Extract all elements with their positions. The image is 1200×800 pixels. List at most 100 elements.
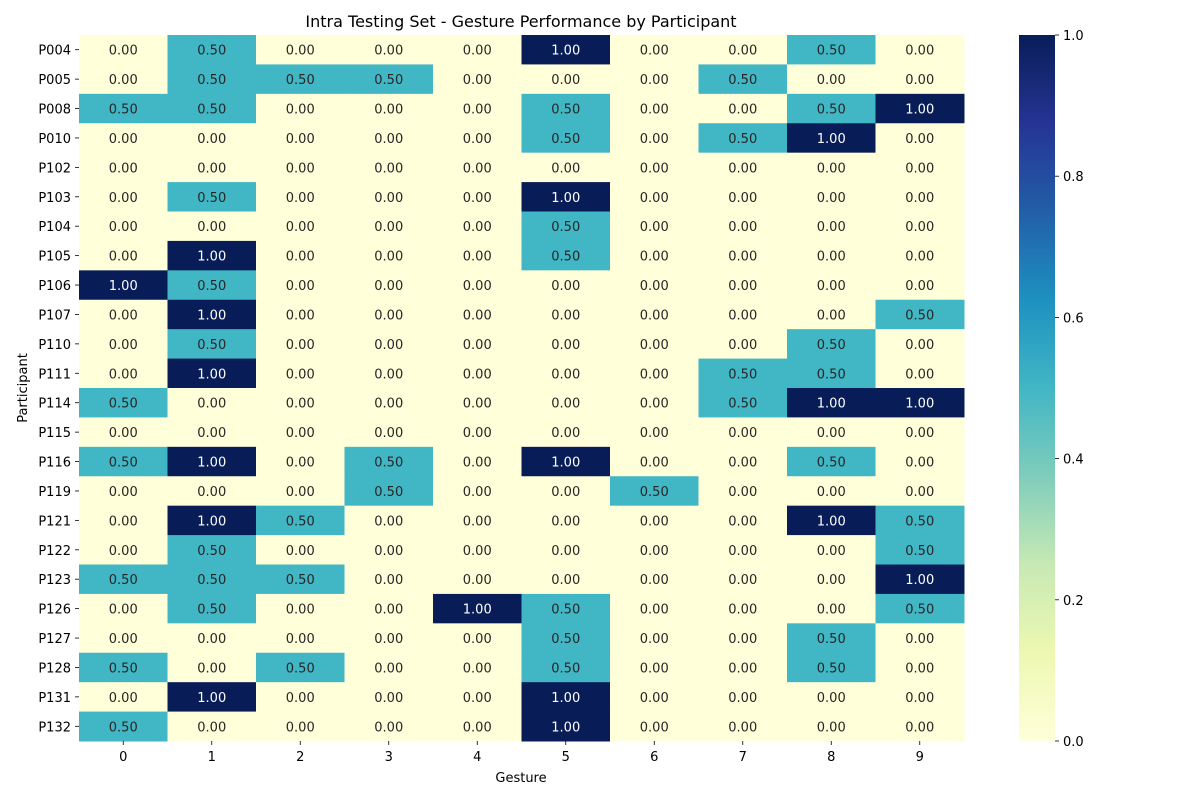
cell-value-label: 0.00 [551, 485, 580, 500]
heatmap-cell [167, 211, 257, 242]
cell-value-label: 0.00 [817, 308, 846, 323]
heatmap-cell [79, 417, 168, 448]
cell-value-label: 0.00 [286, 720, 315, 735]
heatmap-cell [79, 35, 168, 65]
cell-value-label: 0.00 [109, 338, 138, 353]
cell-value-label: 0.00 [109, 220, 138, 235]
cell-value-label: 0.00 [463, 73, 492, 88]
heatmap-cell [521, 417, 611, 448]
cell-value-label: 0.50 [286, 514, 315, 529]
heatmap-cell [787, 270, 876, 301]
heatmap-cell [433, 711, 522, 742]
heatmap-cell [79, 652, 168, 683]
chart-title: Intra Testing Set - Gesture Performance … [305, 12, 736, 31]
heatmap-cell-labels: 0.00 0.50 0.00 0.00 0.00 1.00 0.00 0.00 0.50 0.00… [109, 44, 934, 736]
heatmap-cell [344, 35, 434, 65]
heatmap-cell [344, 388, 434, 418]
cell-value-label: 0.50 [374, 456, 403, 471]
heatmap-cell [875, 35, 965, 65]
heatmap-cell [875, 329, 965, 360]
cell-value-label: 0.00 [197, 485, 226, 500]
cell-value-label: 0.00 [286, 103, 315, 118]
heatmap-cell [433, 64, 522, 95]
cell-value-label: 1.00 [197, 514, 226, 529]
cell-value-label: 0.00 [640, 279, 669, 294]
x-tick-label: 1 [208, 750, 216, 765]
heatmap-cell [167, 623, 257, 654]
cell-value-label: 0.00 [463, 250, 492, 265]
cell-value-label: 0.00 [463, 397, 492, 412]
cell-value-label: 0.00 [286, 691, 315, 706]
cell-value-label: 0.00 [109, 161, 138, 176]
heatmap-cell [521, 593, 611, 624]
heatmap-cell [167, 123, 257, 154]
heatmap-cell [875, 446, 965, 477]
cell-value-label: 0.00 [728, 603, 757, 618]
cell-value-label: 0.00 [109, 632, 138, 647]
heatmap-cell [521, 211, 611, 242]
cell-value-label: 0.00 [640, 103, 669, 118]
cell-value-label: 1.00 [197, 691, 226, 706]
cell-value-label: 0.00 [817, 691, 846, 706]
cell-value-label: 0.50 [905, 603, 934, 618]
heatmap-cell [875, 476, 965, 507]
heatmap-cell [79, 299, 168, 330]
cell-value-label: 0.00 [109, 485, 138, 500]
cell-value-label: 1.00 [197, 308, 226, 323]
heatmap-cell [433, 329, 522, 360]
cell-value-label: 0.00 [463, 573, 492, 588]
heatmap-cell [875, 358, 965, 389]
cell-value-label: 0.00 [286, 220, 315, 235]
cell-value-label: 0.50 [197, 338, 226, 353]
cell-value-label: 0.00 [905, 161, 934, 176]
heatmap-cell [79, 564, 168, 595]
heatmap-cell [698, 535, 788, 565]
cell-value-label: 0.00 [463, 367, 492, 382]
cell-value-label: 0.50 [109, 456, 138, 471]
heatmap-cell [875, 240, 965, 271]
cell-value-label: 1.00 [109, 279, 138, 294]
cell-value-label: 0.00 [817, 220, 846, 235]
cell-value-label: 0.00 [640, 338, 669, 353]
cell-value-label: 0.50 [817, 367, 846, 382]
cell-value-label: 1.00 [551, 691, 580, 706]
cell-value-label: 0.50 [286, 661, 315, 676]
heatmap-cell [167, 535, 257, 565]
x-tick-label: 7 [739, 750, 747, 765]
cell-value-label: 0.00 [905, 426, 934, 441]
y-tick-label: P114 [38, 397, 71, 412]
cell-value-label: 1.00 [817, 397, 846, 412]
cell-value-label: 0.00 [286, 426, 315, 441]
heatmap-cell [875, 652, 965, 683]
cell-value-label: 0.50 [551, 632, 580, 647]
heatmap-cell [698, 93, 788, 124]
cell-value-label: 0.00 [728, 456, 757, 471]
cell-value-label: 0.50 [374, 485, 403, 500]
cell-value-label: 0.00 [551, 279, 580, 294]
cell-value-label: 0.50 [728, 397, 757, 412]
y-tick-label: P104 [38, 220, 71, 235]
cell-value-label: 0.00 [905, 191, 934, 206]
cell-value-label: 0.00 [286, 191, 315, 206]
heatmap-cell [344, 270, 434, 301]
heatmap-cell [610, 240, 699, 271]
heatmap-cell [787, 682, 876, 713]
cell-value-label: 0.00 [817, 250, 846, 265]
cell-value-label: 1.00 [905, 397, 934, 412]
heatmap-cell [344, 299, 434, 330]
cell-value-label: 0.00 [640, 161, 669, 176]
cell-value-label: 0.00 [817, 73, 846, 88]
cell-value-label: 0.50 [197, 191, 226, 206]
cell-value-label: 1.00 [551, 720, 580, 735]
heatmap-cell [610, 152, 699, 183]
heatmap-cell [256, 299, 345, 330]
heatmap-cell [521, 564, 611, 595]
cell-value-label: 0.00 [728, 161, 757, 176]
heatmap-cell [521, 358, 611, 389]
cell-value-label: 0.50 [197, 279, 226, 294]
y-axis-ticks: P004 P005 P008 P010 P102 P103 P104 P105 P106 P107… [38, 44, 79, 735]
cell-value-label: 1.00 [905, 103, 934, 118]
cell-value-label: 0.50 [905, 308, 934, 323]
heatmap-cell [79, 329, 168, 360]
heatmap-cell [256, 152, 345, 183]
